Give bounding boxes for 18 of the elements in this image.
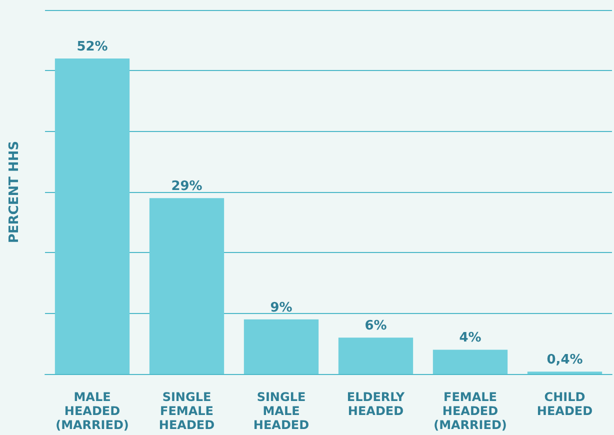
bar: [54, 58, 130, 374]
data-label: 9%: [270, 300, 292, 316]
x-tick-label: FEMALE HEADED (MARRIED): [434, 390, 507, 432]
data-label: 52%: [76, 40, 108, 55]
bar: [149, 198, 224, 374]
bar: [244, 319, 319, 374]
data-label: 4%: [459, 330, 482, 346]
x-tick-label: ELDERLY HEADED: [346, 390, 405, 418]
bar: [338, 338, 414, 374]
data-label: 29%: [171, 179, 202, 194]
x-tick-label: MALE HEADED (MARRIED): [56, 390, 129, 432]
x-tick-label: SINGLE MALE HEADED: [253, 390, 310, 432]
bar: [432, 350, 508, 374]
y-axis-title: PERCENT HHS: [7, 140, 22, 244]
data-label: 0,4%: [546, 352, 583, 368]
x-tick-label: SINGLE FEMALE HEADED: [158, 390, 215, 432]
data-label: 6%: [364, 318, 387, 334]
x-tick-label: CHILD HEADED: [536, 390, 593, 418]
